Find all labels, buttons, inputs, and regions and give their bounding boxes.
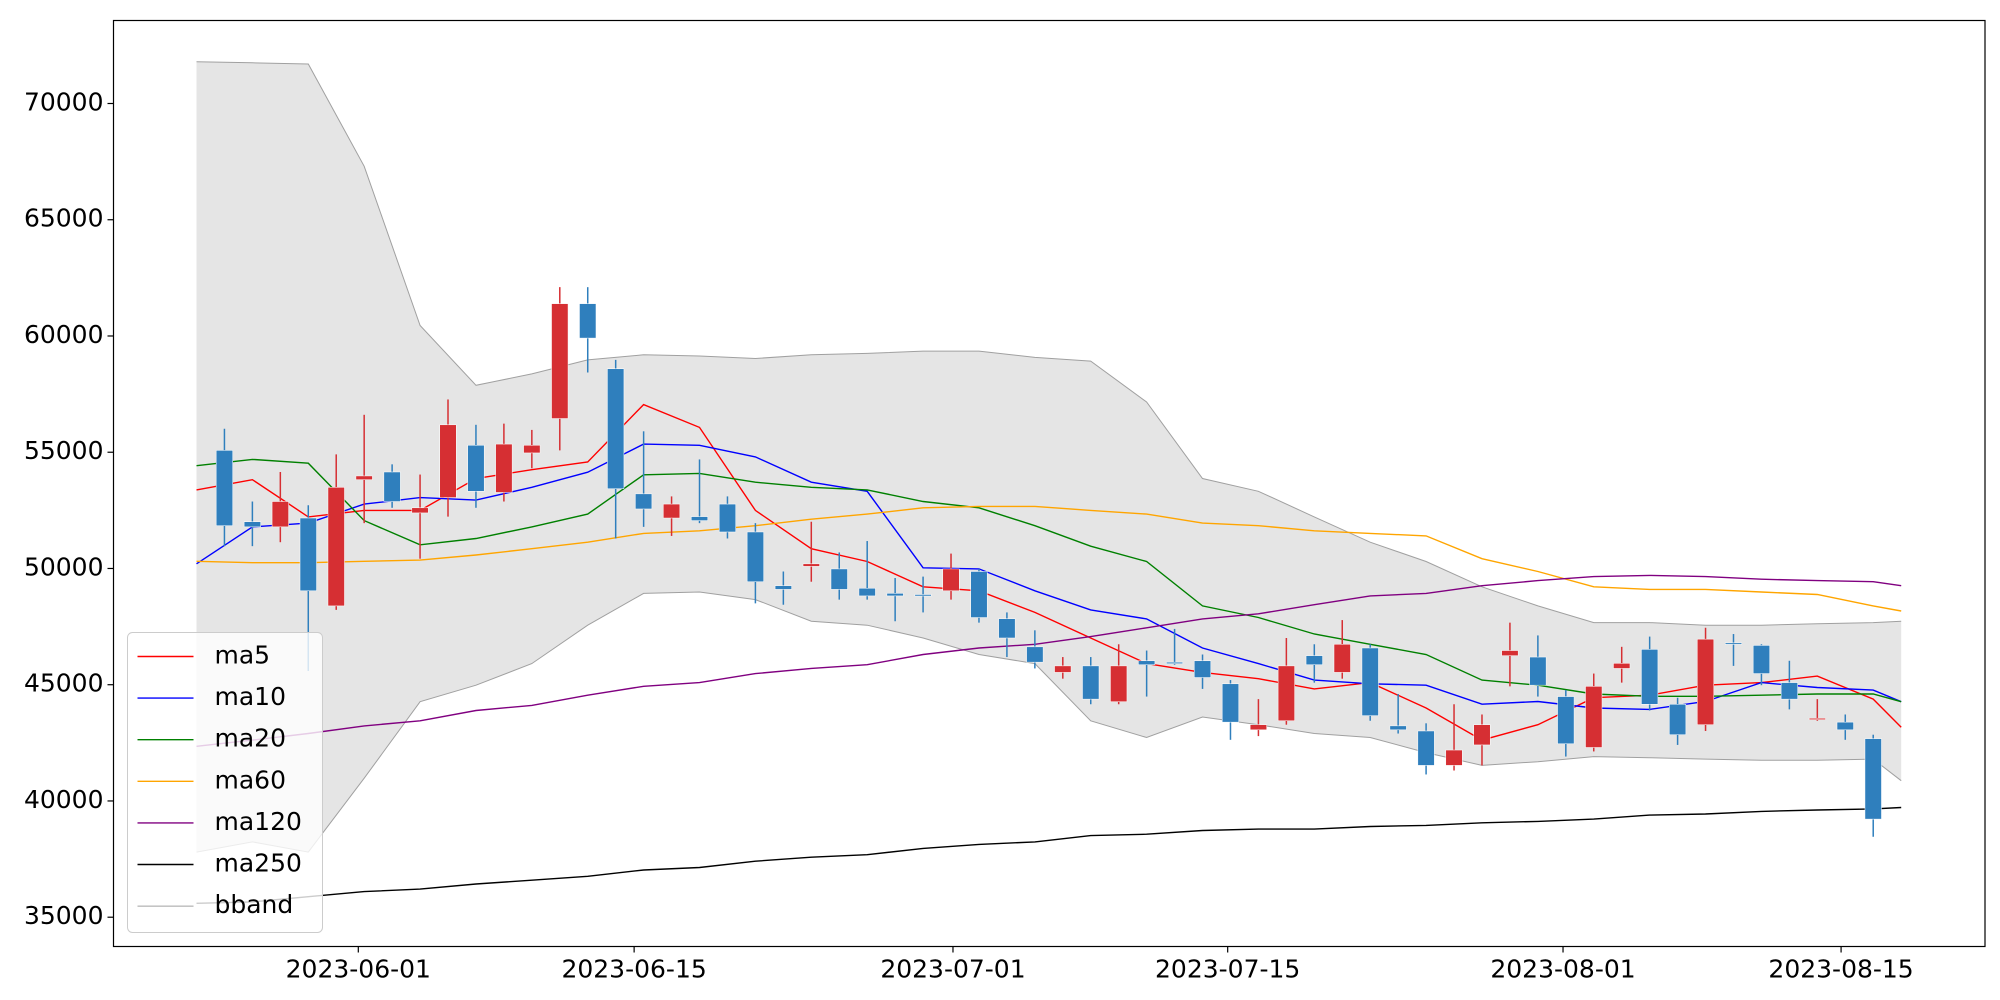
legend-label: ma120 bbox=[215, 807, 302, 836]
candle-body bbox=[663, 503, 681, 519]
candle-body bbox=[1305, 655, 1323, 665]
candle-body bbox=[1724, 642, 1742, 645]
candle-body bbox=[886, 593, 904, 597]
candle-body bbox=[1249, 724, 1267, 731]
y-tick-label: 50000 bbox=[24, 552, 104, 581]
candle-body bbox=[411, 507, 429, 514]
ma-line bbox=[196, 458, 1902, 703]
candle-body bbox=[579, 303, 597, 339]
candle-body bbox=[1808, 717, 1826, 720]
candle-body bbox=[1054, 665, 1072, 673]
candle-body bbox=[439, 424, 457, 498]
y-tick-label: 70000 bbox=[24, 87, 104, 116]
x-tick-label: 2023-08-15 bbox=[1768, 955, 1913, 984]
bband-upper bbox=[196, 61, 1902, 626]
candle-body bbox=[1585, 686, 1603, 748]
legend-label: ma5 bbox=[215, 641, 271, 670]
candle-body bbox=[523, 445, 541, 454]
candle-body bbox=[1194, 660, 1212, 678]
candle-body bbox=[858, 587, 876, 597]
candle-body bbox=[746, 531, 764, 582]
candle-body bbox=[1641, 649, 1659, 705]
candle-body bbox=[1277, 665, 1295, 722]
ma-line bbox=[196, 806, 1902, 904]
legend-label: ma250 bbox=[215, 849, 302, 878]
candle-body bbox=[271, 501, 289, 528]
candle-body bbox=[914, 594, 932, 597]
candle-body bbox=[1417, 730, 1435, 766]
candle-body bbox=[718, 503, 736, 533]
candle-body bbox=[1026, 646, 1044, 663]
candle-body bbox=[1473, 724, 1491, 746]
legend-box bbox=[127, 632, 323, 933]
y-tick-label: 55000 bbox=[24, 436, 104, 465]
candle-body bbox=[998, 618, 1016, 639]
x-tick-label: 2023-07-01 bbox=[880, 955, 1025, 984]
candle-body bbox=[299, 517, 317, 592]
candle-body bbox=[1669, 703, 1687, 735]
legend-label: ma60 bbox=[215, 765, 286, 794]
y-tick-label: 45000 bbox=[24, 669, 104, 698]
ma-line bbox=[196, 574, 1902, 747]
candle-body bbox=[327, 487, 345, 607]
y-tick-label: 35000 bbox=[24, 901, 104, 930]
x-tick-label: 2023-08-01 bbox=[1490, 955, 1635, 984]
candle-body bbox=[1613, 663, 1631, 669]
candle-body bbox=[1333, 644, 1351, 673]
candle-body bbox=[1752, 645, 1770, 674]
ma-line bbox=[196, 505, 1902, 612]
candle-body bbox=[1361, 647, 1379, 716]
candle-body bbox=[1697, 638, 1715, 725]
candle-body bbox=[383, 471, 401, 502]
candle-body bbox=[1221, 683, 1239, 723]
candle-body bbox=[1110, 665, 1128, 702]
candle-body bbox=[355, 475, 373, 480]
candle-body bbox=[607, 368, 625, 489]
candle-body bbox=[1529, 656, 1547, 686]
candle-body bbox=[774, 585, 792, 590]
candle-body bbox=[1166, 661, 1184, 664]
plot-area bbox=[196, 61, 1902, 904]
candle-body bbox=[1864, 738, 1882, 820]
y-tick-label: 40000 bbox=[24, 785, 104, 814]
candle-body bbox=[635, 493, 653, 510]
y-tick-label: 60000 bbox=[24, 320, 104, 349]
candle-body bbox=[551, 303, 569, 419]
legend-label: ma10 bbox=[215, 682, 286, 711]
candle-body bbox=[1082, 665, 1100, 700]
candle-body bbox=[830, 568, 848, 590]
candle-body bbox=[970, 571, 988, 618]
candle-body bbox=[1445, 749, 1463, 766]
x-tick-label: 2023-06-15 bbox=[561, 955, 706, 984]
candle-body bbox=[215, 450, 233, 526]
candle-body bbox=[243, 521, 261, 528]
bband-lower bbox=[196, 591, 1902, 853]
candle-body bbox=[1389, 725, 1407, 731]
candle-body bbox=[1836, 721, 1854, 731]
x-tick-label: 2023-07-15 bbox=[1155, 955, 1300, 984]
candle-body bbox=[1780, 682, 1798, 700]
candle-body bbox=[467, 445, 485, 492]
candle-body bbox=[1138, 660, 1156, 665]
candle-body bbox=[802, 563, 820, 567]
ma-line bbox=[196, 443, 1902, 711]
axes-frame bbox=[112, 19, 1986, 948]
candle-body bbox=[1501, 650, 1519, 656]
y-tick-label: 65000 bbox=[24, 204, 104, 233]
candle-body bbox=[942, 568, 960, 592]
candle-body bbox=[691, 516, 709, 521]
candle-body bbox=[1557, 696, 1575, 745]
bband-area bbox=[196, 61, 1902, 853]
legend-label: bband bbox=[215, 890, 294, 919]
candle-body bbox=[495, 443, 513, 493]
x-tick-label: 2023-06-01 bbox=[286, 955, 431, 984]
legend-label: ma20 bbox=[215, 724, 286, 753]
